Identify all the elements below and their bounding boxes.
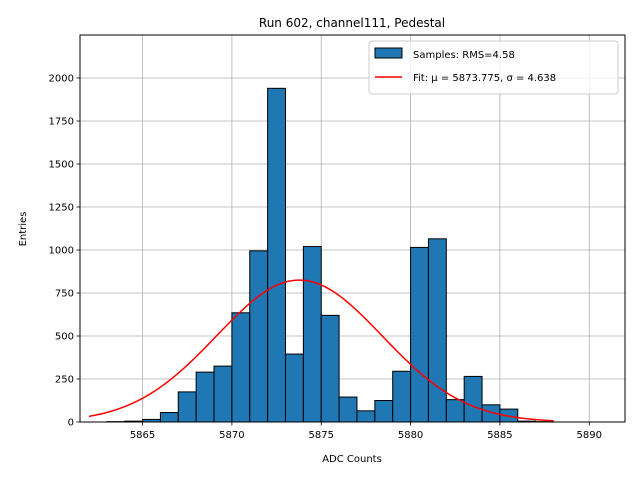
histogram-bar [320, 314, 340, 423]
histogram-bar [231, 312, 251, 423]
y-tick-label: 750 [55, 289, 74, 300]
y-tick-label: 2000 [49, 74, 74, 85]
histogram-bar [249, 250, 269, 423]
histogram-bar [338, 396, 358, 423]
x-tick-label: 5865 [130, 430, 155, 441]
histogram-bar [410, 246, 429, 423]
histogram-bar [177, 391, 197, 423]
histogram-bar [463, 375, 483, 423]
x-axis-label: ADC Counts [322, 454, 382, 465]
y-tick-label: 1250 [49, 203, 74, 214]
histogram-bars [106, 87, 555, 423]
histogram-bar [267, 87, 286, 423]
legend-swatch-histogram [374, 47, 403, 59]
plot-frame [79, 34, 626, 423]
histogram-bar [445, 399, 465, 423]
histogram-bar [302, 246, 322, 423]
fit-curve [88, 279, 554, 422]
legend: Samples: RMS=4.58 Fit: μ = 5873.775, σ =… [368, 40, 619, 95]
y-tick-label: 250 [55, 375, 74, 386]
x-tick-label: 5890 [577, 430, 602, 441]
y-tick-label: 0 [68, 418, 74, 429]
y-tick-label: 1750 [49, 117, 74, 128]
legend-box [368, 40, 619, 95]
y-axis-label: Entries [18, 212, 29, 247]
y-tick-label: 1000 [49, 246, 74, 257]
x-tick-label: 5870 [219, 430, 244, 441]
histogram-bar [374, 400, 394, 423]
x-tick-label: 5880 [398, 430, 423, 441]
histogram-bar [195, 371, 215, 423]
y-tick-label: 1500 [49, 160, 74, 171]
legend-label-histogram: Samples: RMS=4.58 [413, 50, 515, 61]
y-tick-label: 500 [55, 332, 74, 343]
y-axis: 0 250 500 750 1000 1250 1500 1750 2000 [49, 74, 80, 429]
histogram-bar [213, 365, 233, 423]
chart-title: Run 602, channel111, Pedestal [259, 16, 445, 30]
x-tick-label: 5875 [309, 430, 334, 441]
grid [80, 35, 625, 423]
histogram-bar [284, 353, 304, 423]
histogram-bar [392, 370, 412, 423]
legend-label-fit: Fit: μ = 5873.775, σ = 4.638 [413, 73, 556, 84]
histogram-bar [159, 412, 179, 423]
histogram-bar [356, 410, 376, 423]
x-axis: 5865 5870 5875 5880 5885 5890 [130, 422, 602, 441]
x-tick-label: 5885 [487, 430, 512, 441]
histogram-bar [427, 238, 447, 423]
